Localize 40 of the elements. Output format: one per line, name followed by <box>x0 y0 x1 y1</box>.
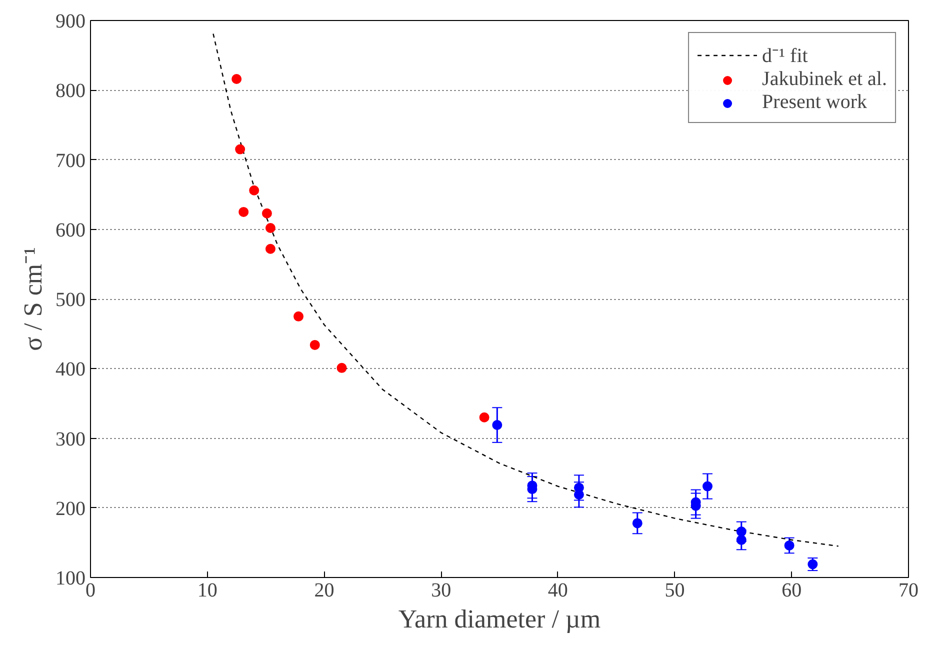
point <box>310 340 320 350</box>
point <box>232 74 242 84</box>
y-tick-label: 800 <box>56 80 86 102</box>
y-tick-label: 300 <box>56 428 86 450</box>
x-tick-label: 70 <box>898 580 918 602</box>
x-tick-label: 60 <box>782 580 802 602</box>
legend-label: d⁻¹ fit <box>762 44 808 68</box>
point <box>238 206 249 217</box>
point <box>784 540 794 550</box>
point <box>294 311 304 322</box>
y-axis-title: σ / S cm⁻¹ <box>18 247 48 351</box>
y-tick-label: 100 <box>56 568 86 590</box>
point <box>265 244 276 254</box>
x-tick-label: 50 <box>664 580 685 602</box>
y-tick-label: 600 <box>56 219 86 242</box>
x-tick-label: 10 <box>197 580 218 602</box>
point <box>702 481 713 492</box>
x-axis-title: Yarn diameter / µm <box>398 604 601 634</box>
x-tick-label: 0 <box>86 580 96 602</box>
point <box>632 518 642 528</box>
point <box>336 362 347 373</box>
legend-label: Jakubinek et al. <box>762 68 887 91</box>
x-tick-label: 20 <box>314 580 334 602</box>
y-tick-label: 700 <box>56 150 86 172</box>
point <box>249 185 260 196</box>
legend-label: Present work <box>762 91 868 114</box>
point <box>736 534 746 545</box>
y-tick-label: 900 <box>56 10 86 32</box>
y-tick-label: 400 <box>56 358 86 381</box>
point <box>574 490 584 500</box>
point <box>492 420 502 430</box>
point <box>262 208 272 218</box>
x-tick-label: 40 <box>548 580 568 602</box>
y-tick-label: 200 <box>56 498 86 520</box>
y-tick-label: 500 <box>56 289 86 311</box>
point <box>235 144 246 154</box>
point <box>736 526 746 537</box>
x-tick-label: 30 <box>431 580 452 602</box>
point <box>265 222 276 233</box>
point <box>479 412 490 422</box>
